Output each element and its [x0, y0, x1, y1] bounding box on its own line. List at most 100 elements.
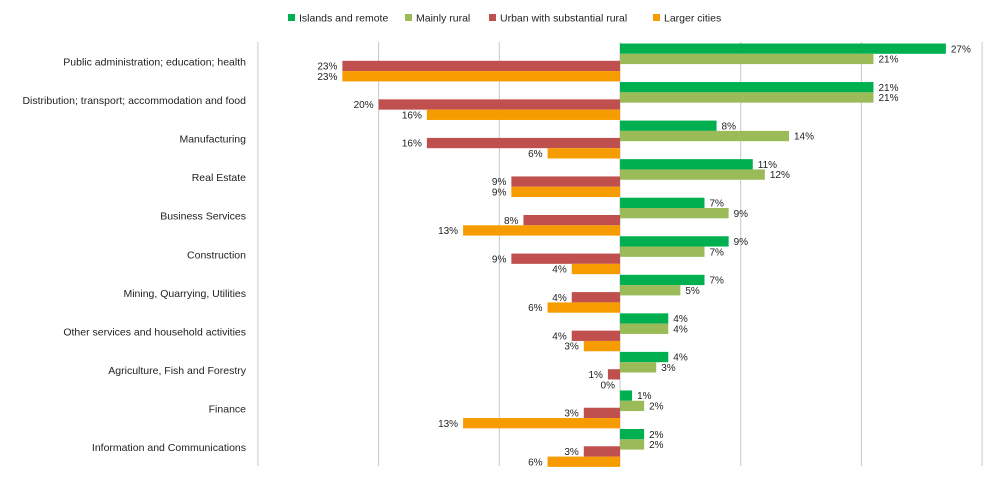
bar-mainly-rural	[620, 208, 729, 219]
data-label-islands-and-remote: 8%	[722, 121, 737, 132]
bar-islands-and-remote	[620, 120, 717, 131]
data-label-larger-cities: 6%	[528, 457, 543, 468]
legend-swatch-mainly-rural	[405, 14, 412, 21]
bar-mainly-rural	[620, 92, 874, 103]
bar-islands-and-remote	[620, 82, 874, 93]
data-label-larger-cities: 13%	[438, 226, 458, 237]
data-label-mainly-rural: 21%	[878, 93, 898, 104]
data-label-islands-and-remote: 1%	[637, 391, 652, 402]
bar-larger-cities	[342, 71, 620, 82]
bar-larger-cities	[547, 456, 620, 467]
bar-urban-with-substantial-rural	[583, 407, 620, 419]
data-label-islands-and-remote: 21%	[878, 83, 898, 94]
bar-mainly-rural	[620, 53, 874, 65]
bar-larger-cities	[547, 148, 620, 159]
data-label-urban-with-substantial-rural: 9%	[492, 254, 507, 265]
category-label: Mining, Quarrying, Utilities	[123, 288, 246, 300]
bar-urban-with-substantial-rural	[607, 369, 620, 380]
data-label-larger-cities: 4%	[552, 265, 567, 276]
data-label-larger-cities: 6%	[528, 149, 543, 160]
bar-larger-cities	[511, 186, 620, 198]
data-label-mainly-rural: 14%	[794, 132, 814, 143]
bar-islands-and-remote	[620, 43, 946, 54]
category-label: Information and Communications	[92, 442, 246, 454]
data-label-urban-with-substantial-rural: 3%	[564, 409, 579, 420]
bars	[342, 43, 946, 467]
bar-urban-with-substantial-rural	[511, 176, 620, 187]
data-label-urban-with-substantial-rural: 16%	[402, 139, 422, 150]
bar-urban-with-substantial-rural	[342, 60, 620, 72]
bar-islands-and-remote	[620, 236, 729, 247]
category-labels: Public administration; education; health…	[22, 57, 246, 455]
data-label-larger-cities: 6%	[528, 303, 543, 314]
data-label-mainly-rural: 2%	[649, 440, 664, 451]
bar-mainly-rural	[620, 362, 657, 373]
data-label-mainly-rural: 5%	[685, 286, 700, 297]
data-label-islands-and-remote: 7%	[709, 276, 724, 287]
data-label-mainly-rural: 9%	[734, 209, 749, 220]
data-label-islands-and-remote: 2%	[649, 430, 664, 441]
bar-mainly-rural	[620, 246, 705, 257]
bar-mainly-rural	[620, 130, 789, 142]
bar-larger-cities	[463, 225, 620, 236]
data-label-urban-with-substantial-rural: 1%	[588, 370, 603, 381]
bar-urban-with-substantial-rural	[523, 215, 620, 226]
legend-label-mainly-rural: Mainly rural	[416, 13, 470, 25]
data-label-mainly-rural: 3%	[661, 363, 676, 374]
data-label-urban-with-substantial-rural: 23%	[317, 62, 337, 73]
data-label-islands-and-remote: 7%	[709, 198, 724, 209]
bar-larger-cities	[463, 418, 620, 429]
bar-mainly-rural	[620, 169, 765, 180]
data-label-islands-and-remote: 4%	[673, 314, 688, 325]
bar-islands-and-remote	[620, 274, 705, 286]
bar-urban-with-substantial-rural	[571, 330, 620, 341]
data-label-islands-and-remote: 4%	[673, 353, 688, 364]
bar-mainly-rural	[620, 285, 681, 296]
category-label: Other services and household activities	[63, 326, 246, 338]
bar-mainly-rural	[620, 323, 669, 334]
data-label-larger-cities: 3%	[564, 342, 579, 353]
category-label: Finance	[209, 403, 247, 415]
bar-larger-cities	[426, 109, 620, 120]
legend-swatch-larger-cities	[653, 14, 660, 21]
bar-islands-and-remote	[620, 351, 669, 363]
legend-label-islands-and-remote: Islands and remote	[299, 13, 388, 25]
data-label-mainly-rural: 2%	[649, 402, 664, 413]
data-label-mainly-rural: 4%	[673, 324, 688, 335]
data-label-islands-and-remote: 27%	[951, 44, 971, 55]
bar-islands-and-remote	[620, 313, 669, 324]
legend-swatch-islands-and-remote	[288, 14, 295, 21]
bar-urban-with-substantial-rural	[571, 292, 620, 303]
data-label-mainly-rural: 12%	[770, 170, 790, 181]
data-label-urban-with-substantial-rural: 4%	[552, 331, 567, 342]
bar-urban-with-substantial-rural	[583, 446, 620, 457]
legend: Islands and remote Mainly rural Urban with…	[288, 13, 721, 25]
data-label-larger-cities: 23%	[317, 72, 337, 83]
data-label-islands-and-remote: 9%	[734, 237, 749, 248]
data-label-urban-with-substantial-rural: 3%	[564, 447, 579, 458]
data-label-mainly-rural: 7%	[709, 247, 724, 258]
data-label-urban-with-substantial-rural: 4%	[552, 293, 567, 304]
data-label-larger-cities: 0%	[601, 380, 616, 391]
legend-label-larger-cities: Larger cities	[664, 13, 721, 25]
data-label-islands-and-remote: 11%	[758, 160, 777, 171]
category-label: Business Services	[160, 211, 246, 223]
category-label: Agriculture, Fish and Forestry	[108, 365, 246, 377]
data-label-urban-with-substantial-rural: 8%	[504, 216, 519, 227]
value-labels: 27%21%23%23%21%21%20%16%8%14%16%6%11%12%…	[317, 44, 971, 468]
data-label-urban-with-substantial-rural: 9%	[492, 177, 507, 188]
bar-mainly-rural	[620, 400, 645, 412]
bar-urban-with-substantial-rural	[378, 99, 620, 110]
legend-swatch-urban-with-substantial-rural	[489, 14, 496, 21]
data-label-mainly-rural: 21%	[878, 55, 898, 66]
legend-label-urban-with-substantial-rural: Urban with substantial rural	[500, 13, 627, 25]
bar-islands-and-remote	[620, 429, 645, 440]
bar-mainly-rural	[620, 439, 645, 450]
data-label-larger-cities: 13%	[438, 419, 458, 430]
category-label: Distribution; transport; accommodation a…	[22, 95, 246, 107]
bar-islands-and-remote	[620, 159, 753, 170]
category-label: Manufacturing	[179, 134, 246, 146]
data-label-urban-with-substantial-rural: 20%	[354, 100, 374, 111]
category-label: Construction	[187, 249, 246, 261]
